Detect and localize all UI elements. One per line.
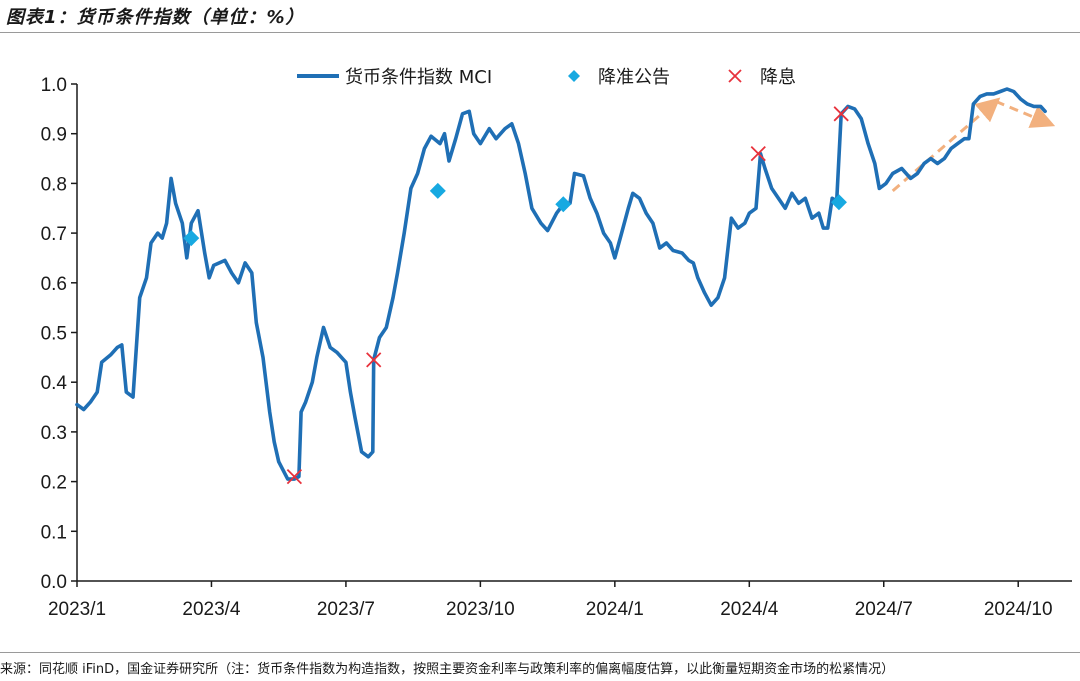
legend-label-mci: 货币条件指数 MCI <box>345 67 492 88</box>
y-tick-label: 0.7 <box>41 224 67 245</box>
event-markers <box>183 106 849 485</box>
rrr-cut-marker <box>429 182 446 199</box>
x-tick-label: 2024/7 <box>855 599 913 620</box>
y-tick-label: 0.9 <box>41 125 67 146</box>
series-layer <box>75 87 1047 481</box>
chart-legend: 货币条件指数 MCI 降准公告 降息 <box>297 67 796 88</box>
rrr-cut-marker <box>183 230 200 247</box>
x-tick-label: 2023/10 <box>446 599 515 620</box>
x-axis-ticks: 2023/1 2023/4 2023/7 2023/10 2024/1 2024/4 202… <box>48 581 1053 620</box>
rrr-cut-marker <box>830 194 847 211</box>
legend-label-rrr: 降准公告 <box>598 67 670 88</box>
y-tick-label: 0.5 <box>41 324 67 345</box>
legend-diamond-swatch <box>568 70 580 82</box>
y-tick-label: 1.0 <box>41 75 67 96</box>
x-tick-label: 2023/4 <box>182 599 241 620</box>
mci-series-line <box>75 87 1047 481</box>
source-divider <box>0 652 1080 653</box>
y-tick-label: 0.3 <box>41 423 67 444</box>
y-tick-label: 0.1 <box>41 522 67 543</box>
figure-title: 图表1：货币条件指数（单位：%） <box>6 7 305 28</box>
y-tick-label: 0.8 <box>41 174 67 195</box>
legend-label-rate: 降息 <box>760 67 796 88</box>
y-tick-label: 0.4 <box>41 373 68 394</box>
x-tick-label: 2024/1 <box>586 599 644 620</box>
rate-cut-marker <box>286 468 303 485</box>
title-divider <box>0 32 1080 33</box>
y-axis-ticks: 0.0 0.1 0.2 0.3 0.4 0.5 0.6 0.7 0.8 0.9 1.0 <box>41 75 77 593</box>
y-tick-label: 0.0 <box>41 572 67 593</box>
rrr-cut-marker <box>555 196 572 213</box>
chart-axes <box>76 84 1072 582</box>
y-tick-label: 0.6 <box>41 274 67 295</box>
x-tick-label: 2023/7 <box>317 599 375 620</box>
mci-line-chart: 0.0 0.1 0.2 0.3 0.4 0.5 0.6 0.7 0.8 0.9 1.0 2023/1… <box>41 67 1072 620</box>
x-tick-label: 2023/1 <box>48 599 106 620</box>
x-tick-label: 2024/4 <box>720 599 779 620</box>
y-tick-label: 0.2 <box>41 473 67 494</box>
trend-arrow <box>995 100 1056 128</box>
rate-cut-marker <box>833 106 849 122</box>
source-note: 来源：同花顺 iFinD，国金证券研究所（注：货币条件指数为构造指数，按照主要资… <box>0 662 895 677</box>
rate-cut-marker <box>366 352 382 368</box>
legend-cross-swatch <box>728 69 742 83</box>
rate-cut-marker <box>750 145 766 162</box>
x-tick-label: 2024/10 <box>984 599 1053 620</box>
